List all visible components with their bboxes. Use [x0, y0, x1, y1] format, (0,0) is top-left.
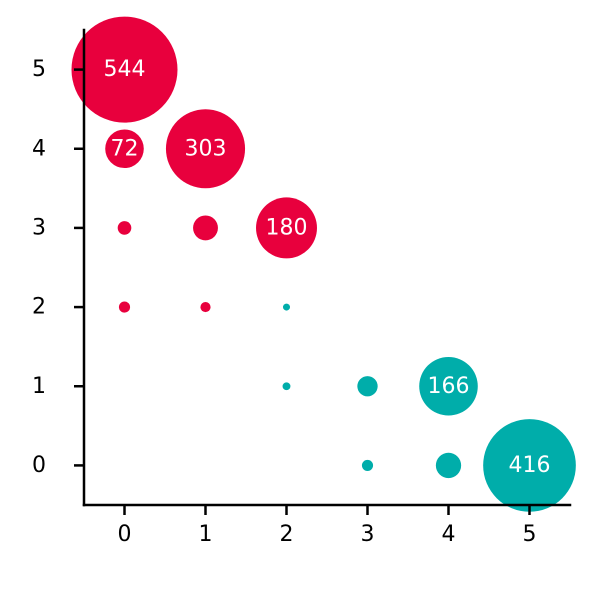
bubble-2-1 — [282, 382, 291, 391]
y-tick-label-5: 5 — [32, 57, 46, 82]
x-tick-label-4: 4 — [442, 522, 456, 547]
bubble-2-3 — [256, 197, 317, 259]
y-tick-label-0: 0 — [32, 453, 46, 478]
bubble-1-3 — [193, 215, 218, 241]
x-tick-label-2: 2 — [280, 522, 294, 547]
x-tick-label-0: 0 — [118, 522, 132, 547]
y-tick-label-3: 3 — [32, 215, 46, 240]
bubble-0-2 — [118, 301, 131, 313]
bubble-label-4-1: 166 — [428, 374, 470, 399]
bubble-label-5-0: 416 — [509, 453, 551, 478]
bubble-label-0-5: 544 — [104, 57, 146, 82]
bubbles-layer: 544 72 303 180 166 416 — [71, 16, 576, 512]
bubble-3-0 — [361, 459, 374, 471]
bubble-1-4 — [165, 109, 246, 189]
bubble-0-5 — [71, 16, 178, 123]
x-tick-label-5: 5 — [523, 522, 537, 547]
x-tick-label-3: 3 — [361, 522, 375, 547]
bubble-0-4 — [105, 129, 144, 169]
bubble-5-0 — [483, 419, 576, 512]
y-tick-label-2: 2 — [32, 295, 46, 320]
bubble-3-1 — [357, 376, 378, 397]
bubble-label-2-3: 180 — [266, 215, 308, 240]
bubble-1-2 — [200, 302, 211, 313]
bubble-4-0 — [435, 452, 462, 479]
x-tick-label-1: 1 — [199, 522, 213, 547]
y-tick-label-1: 1 — [32, 374, 46, 399]
bubble-label-1-4: 303 — [185, 136, 227, 161]
bubble-4-1 — [419, 356, 478, 416]
bubble-2-2 — [283, 303, 290, 311]
bubble-label-0-4: 72 — [111, 136, 139, 161]
y-tick-label-4: 4 — [32, 136, 46, 161]
bubble-0-3 — [117, 221, 132, 235]
axes-layer: 0 1 2 3 4 5 0 1 2 3 4 5 — [32, 28, 572, 547]
